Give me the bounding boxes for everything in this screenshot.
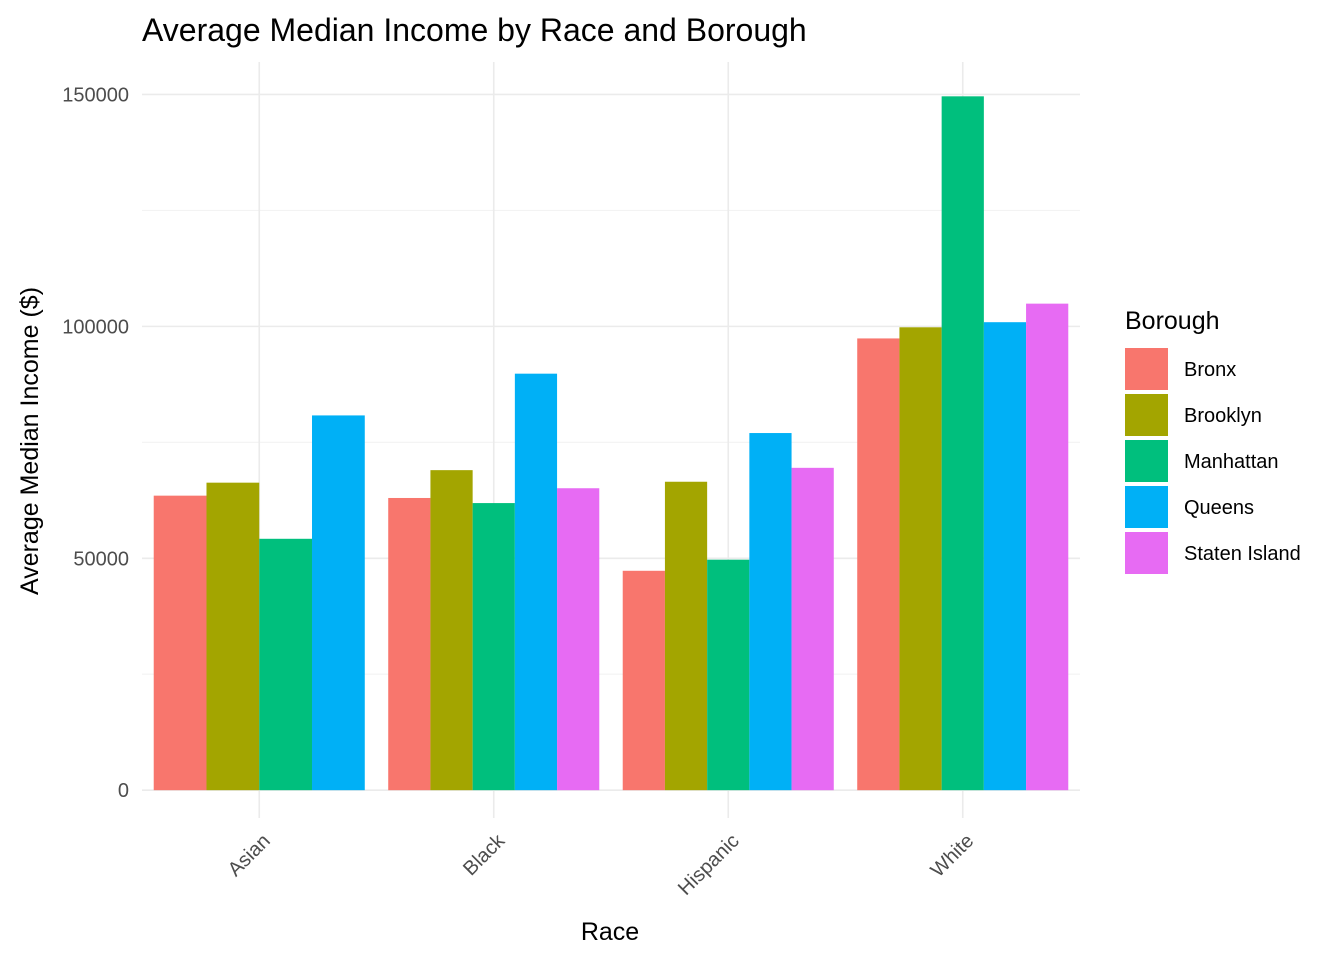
x-axis-title: Race bbox=[581, 918, 639, 946]
legend-label: Manhattan bbox=[1184, 451, 1279, 473]
y-axis-tick-labels: 0 50000 100000 150000 bbox=[62, 84, 129, 802]
y-tick-label: 0 bbox=[118, 780, 129, 802]
bar-white-bronx bbox=[857, 338, 900, 791]
x-axis-tick-labels: Asian Black Hispanic White bbox=[224, 829, 978, 900]
bar-white-manhattan bbox=[941, 96, 984, 791]
bar-white-queens bbox=[983, 322, 1027, 791]
legend-key-staten-island bbox=[1125, 532, 1168, 574]
bar-black-brooklyn bbox=[430, 470, 473, 791]
bar-hispanic-bronx bbox=[622, 570, 665, 791]
bar-asian-manhattan bbox=[259, 538, 313, 791]
bar-asian-brooklyn bbox=[206, 482, 260, 791]
legend-key-bronx bbox=[1125, 348, 1168, 390]
y-tick-label: 100000 bbox=[62, 316, 129, 338]
bar-asian-queens bbox=[312, 415, 365, 791]
bar-hispanic-brooklyn bbox=[664, 481, 708, 791]
bar-black-bronx bbox=[388, 497, 431, 791]
bars bbox=[153, 96, 1069, 791]
bar-hispanic-queens bbox=[749, 433, 792, 791]
bar-white-staten-island bbox=[1026, 303, 1069, 791]
legend-label: Queens bbox=[1184, 497, 1254, 519]
x-tick-label: Asian bbox=[224, 830, 275, 881]
bar-hispanic-manhattan bbox=[707, 559, 750, 791]
x-tick-label: Black bbox=[459, 829, 510, 880]
bar-black-queens bbox=[514, 373, 558, 791]
bar-white-brooklyn bbox=[899, 327, 942, 791]
legend-label: Brooklyn bbox=[1184, 405, 1262, 427]
legend-key-manhattan bbox=[1125, 440, 1168, 482]
legend-label: Staten Island bbox=[1184, 543, 1301, 565]
legend-key-queens bbox=[1125, 486, 1168, 528]
legend-key-brooklyn bbox=[1125, 394, 1168, 436]
legend: Borough Bronx Brooklyn Manhattan Queens Stat… bbox=[1125, 307, 1301, 574]
x-tick-label: White bbox=[927, 830, 979, 882]
y-tick-label: 50000 bbox=[73, 548, 129, 570]
bar-hispanic-staten-island bbox=[791, 467, 834, 791]
y-tick-label: 150000 bbox=[62, 84, 129, 106]
bar-asian-bronx bbox=[153, 495, 207, 791]
legend-label: Bronx bbox=[1184, 359, 1236, 381]
bar-black-staten-island bbox=[557, 488, 600, 791]
legend-title: Borough bbox=[1125, 307, 1220, 335]
bar-black-manhattan bbox=[472, 503, 515, 791]
chart-title: Average Median Income by Race and Boroug… bbox=[142, 12, 807, 48]
y-axis-title: Average Median Income ($) bbox=[16, 287, 44, 595]
x-tick-label: Hispanic bbox=[674, 830, 744, 900]
